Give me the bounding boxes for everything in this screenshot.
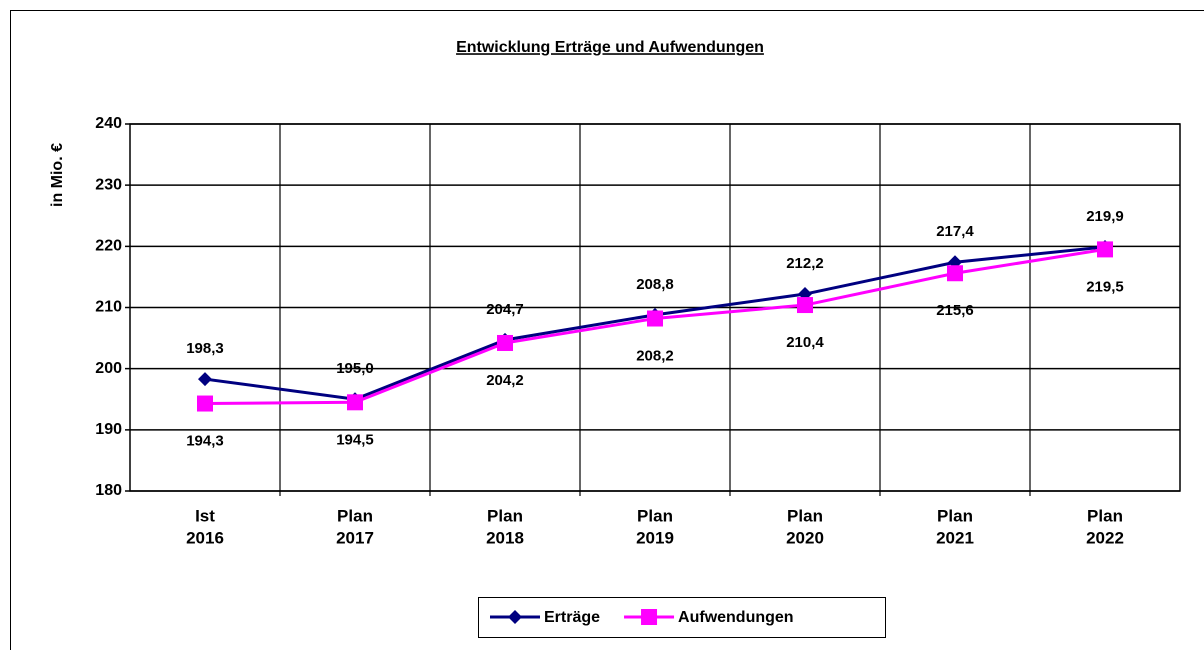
x-tick-label: 2021 [936, 528, 974, 547]
data-label: 204,2 [486, 372, 524, 389]
x-tick-label: Plan [337, 506, 373, 525]
marker [947, 265, 963, 282]
y-tick-label: 230 [95, 176, 122, 193]
x-tick-label: Plan [487, 506, 523, 525]
marker [797, 297, 813, 314]
data-label: 204,7 [486, 301, 524, 318]
marker [347, 394, 363, 411]
data-label: 195,0 [336, 360, 374, 377]
x-tick-label: Plan [637, 506, 673, 525]
data-label: 194,3 [186, 433, 224, 450]
marker [197, 395, 213, 412]
x-tick-label: Ist [195, 506, 215, 525]
y-tick-label: 190 [95, 421, 122, 438]
x-tick-label: Plan [1087, 506, 1123, 525]
data-label: 210,4 [786, 334, 824, 351]
x-tick-label: Plan [937, 506, 973, 525]
data-label: 198,3 [186, 340, 224, 357]
legend-label: Erträge [544, 609, 600, 626]
y-tick-label: 210 [95, 299, 122, 316]
marker [497, 334, 513, 351]
legend-marker [641, 609, 658, 625]
marker [647, 310, 663, 327]
x-tick-label: 2018 [486, 528, 524, 547]
y-tick-label: 240 [95, 115, 122, 132]
legend-marker [508, 610, 522, 624]
data-label: 194,5 [336, 431, 374, 448]
data-label: 219,9 [1086, 208, 1124, 225]
marker [1097, 241, 1113, 258]
data-label: 208,2 [636, 347, 674, 364]
x-tick-label: 2022 [1086, 528, 1124, 547]
y-axis-label: in Mio. € [49, 143, 66, 207]
marker [198, 372, 212, 387]
data-label: 219,5 [1086, 278, 1124, 295]
data-label: 212,2 [786, 255, 824, 272]
data-label: 208,8 [636, 276, 674, 293]
legend [478, 597, 886, 638]
x-tick-label: Plan [787, 506, 823, 525]
x-tick-label: 2016 [186, 528, 224, 547]
x-tick-label: 2020 [786, 528, 824, 547]
y-tick-label: 220 [95, 238, 122, 255]
chart-title: Entwicklung Erträge und Aufwendungen [456, 39, 764, 56]
x-tick-label: 2017 [336, 528, 374, 547]
y-tick-label: 200 [95, 360, 122, 377]
x-tick-label: 2019 [636, 528, 674, 547]
y-tick-label: 180 [95, 482, 122, 499]
data-label: 215,6 [936, 302, 974, 319]
legend-label: Aufwendungen [678, 609, 794, 626]
data-label: 217,4 [936, 223, 974, 240]
